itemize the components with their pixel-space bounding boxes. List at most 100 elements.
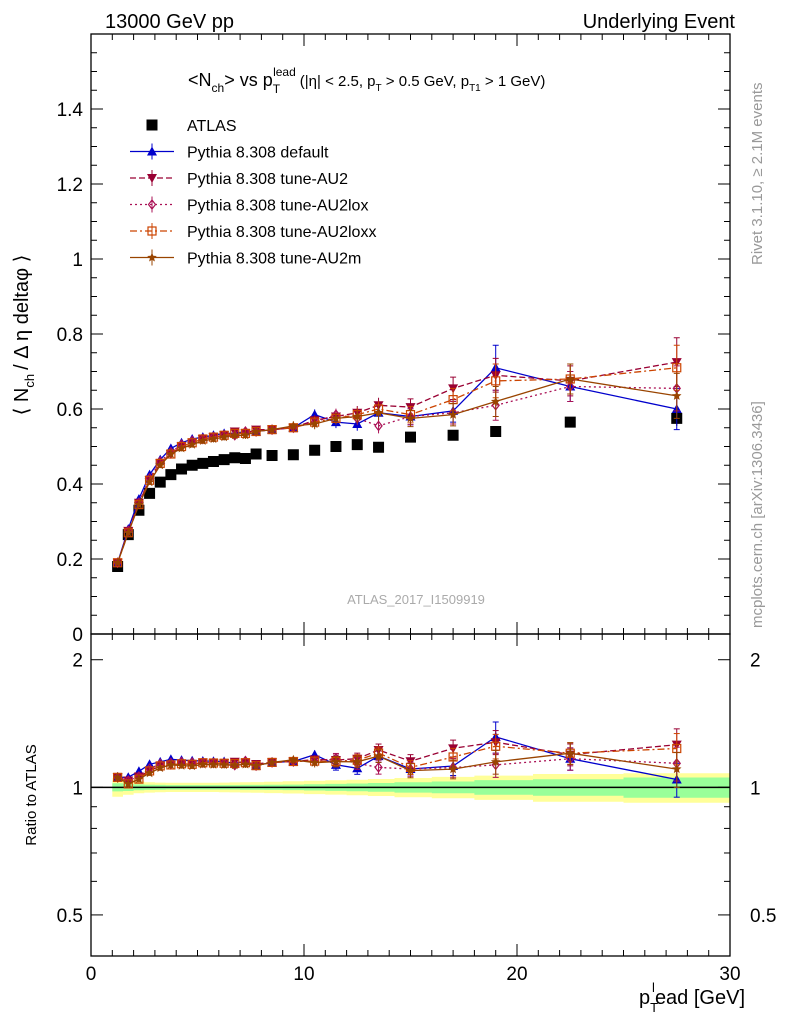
ratio-point	[565, 748, 575, 758]
y-axis-label-ratio: Ratio to ATLAS	[23, 744, 40, 845]
ratio-point	[155, 762, 165, 772]
data-point	[240, 430, 251, 440]
data-point	[208, 434, 219, 443]
data-point	[144, 477, 155, 487]
data-point	[374, 420, 383, 432]
y-tick-label-ratio: 1	[72, 778, 83, 799]
legend-marker	[147, 146, 157, 156]
data-point	[186, 459, 198, 471]
energy-label: 13000 GeV pp	[105, 11, 234, 33]
ratio-point	[251, 760, 261, 770]
data-point	[672, 390, 682, 400]
data-point	[490, 426, 502, 437]
legend-label: Pythia 8.308 tune-AU2loxx	[187, 224, 376, 241]
data-point	[288, 420, 299, 430]
series-1	[112, 344, 682, 567]
legend-marker	[147, 226, 157, 236]
data-point	[154, 476, 166, 488]
data-point	[309, 444, 321, 456]
process-label: Underlying Event	[583, 11, 736, 33]
data-point	[448, 409, 458, 419]
data-point	[176, 463, 188, 475]
data-point	[330, 441, 342, 452]
series-line	[116, 385, 677, 564]
ratio-point	[352, 756, 362, 766]
ratio-point	[490, 756, 501, 766]
y-tick-label-main: 1.4	[57, 100, 84, 121]
legend-label: ATLAS	[187, 118, 237, 135]
data-point	[405, 431, 416, 443]
plot-title: <Nch> vs pTlead(|η| < 2.5, pT > 0.5 GeV,…	[188, 65, 545, 96]
ratio-point	[374, 761, 383, 773]
data-point	[123, 527, 133, 537]
x-tick-label: 10	[293, 964, 314, 985]
main-data-layer	[112, 337, 683, 572]
data-point	[197, 457, 209, 469]
ratio-point	[267, 757, 277, 767]
data-point	[219, 432, 229, 442]
data-point	[176, 443, 187, 453]
y-tick-label-main: 0.2	[57, 550, 83, 571]
data-point	[490, 396, 501, 406]
ratio-point	[405, 765, 416, 775]
data-point	[447, 429, 459, 441]
y-tick-label-ratio: 0.5	[57, 906, 83, 927]
data-point	[672, 363, 682, 373]
ratio-point	[672, 764, 682, 774]
legend-label: Pythia 8.308 tune-AU2m	[187, 251, 361, 268]
axes: 0 10 20 30 0 0.2 0.4 0.6 0.8 1 1.2 1.4 0.5 0.5 1 1 2 2	[57, 33, 776, 985]
analysis-watermark: ATLAS_2017_I1509919	[347, 592, 485, 607]
series-line	[116, 378, 677, 564]
mcplots-label: mcplots.cern.ch [arXiv:1306.3436]	[749, 401, 766, 628]
data-point	[187, 439, 197, 449]
legend-marker	[146, 119, 158, 131]
data-point	[198, 435, 208, 445]
ratio-point	[166, 759, 176, 769]
data-point	[351, 439, 363, 451]
series-0	[112, 410, 683, 572]
ratio-point	[187, 761, 197, 771]
data-point	[267, 424, 277, 434]
legend-marker	[147, 199, 157, 210]
ratio-point	[144, 768, 155, 778]
ratio-series-5	[112, 742, 682, 788]
data-point	[112, 557, 123, 567]
y-tick-label-ratio-right: 1	[750, 778, 761, 799]
data-point	[230, 430, 240, 440]
ratio-point	[230, 760, 240, 770]
ratio-point	[288, 754, 299, 764]
legend-marker	[147, 174, 157, 183]
y-tick-label-main: 0	[72, 625, 83, 646]
ratio-point	[373, 751, 384, 761]
series-2	[112, 337, 682, 568]
ratio-point	[219, 760, 229, 769]
data-point	[491, 376, 501, 386]
data-point	[250, 448, 262, 460]
data-point	[229, 452, 241, 464]
x-tick-label: 30	[719, 964, 740, 985]
ratio-point	[309, 757, 320, 767]
x-tick-label: 20	[506, 964, 527, 985]
data-point	[218, 454, 230, 466]
data-point	[207, 456, 219, 467]
data-point	[565, 374, 575, 383]
data-point	[239, 453, 251, 464]
legend-label: Pythia 8.308 default	[187, 145, 329, 162]
ratio-point	[123, 778, 133, 788]
y-tick-label-ratio-right: 0.5	[750, 906, 776, 927]
series-4	[113, 344, 682, 568]
y-tick-label-main: 0.8	[57, 325, 83, 346]
ratio-point	[448, 764, 458, 774]
data-point	[155, 460, 165, 470]
data-point	[166, 449, 176, 458]
ratio-point	[208, 759, 219, 769]
ratio-point	[176, 760, 187, 770]
data-point	[373, 441, 385, 453]
data-point	[144, 487, 156, 499]
legend-marker	[147, 252, 157, 262]
y-tick-label-ratio-right: 2	[750, 651, 761, 672]
ratio-data-layer	[91, 721, 730, 798]
ratio-point	[331, 756, 341, 766]
legend: ATLAS Pythia 8.308 default Pythia 8.308 tu…	[130, 118, 376, 268]
